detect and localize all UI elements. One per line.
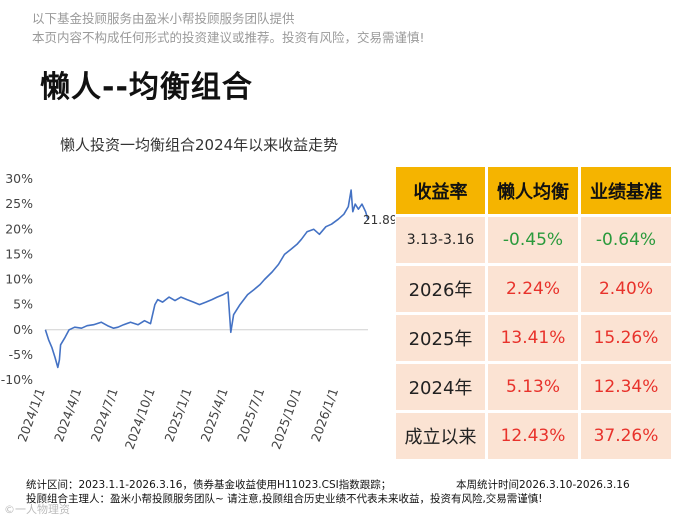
table-row: 2024年 5.13% 12.34% — [396, 364, 671, 410]
y-tick-label: 25% — [5, 196, 33, 211]
period-cell: 2024年 — [396, 364, 485, 410]
y-tick-label: 20% — [5, 221, 33, 236]
chart-title: 懒人投资一均衡组合2024年以来收益走势 — [60, 136, 339, 154]
footer-manager-note: 投顾组合主理人：盈米小帮投顾服务团队~ 请注意,投顾组合历史业绩不代表未来收益，… — [26, 493, 543, 505]
y-tick-label: 30% — [5, 171, 33, 186]
performance-table: 收益率 懒人均衡 业绩基准 3.13-3.16 -0.45% -0.64% 20… — [393, 164, 674, 462]
benchmark-return-cell: 2.40% — [581, 266, 671, 312]
table-row: 2025年 13.41% 15.26% — [396, 315, 671, 361]
table-row: 3.13-3.16 -0.45% -0.64% — [396, 217, 671, 263]
watermark: ©一人物理资 — [4, 503, 70, 516]
y-tick-label: 15% — [5, 246, 33, 261]
table-row: 2026年 2.24% 2.40% — [396, 266, 671, 312]
table-header-row: 收益率 懒人均衡 业绩基准 — [396, 167, 671, 214]
x-tick-label: 2026/1/1 — [308, 386, 341, 444]
y-tick-label: -10% — [1, 372, 33, 387]
x-tick-label: 2024/7/1 — [88, 386, 121, 444]
disclaimer-line-2: 本页内容不构成任何形式的投资建议或推荐。投资有风险，交易需谨慎! — [32, 30, 425, 45]
page-title: 懒人--均衡组合 — [40, 70, 253, 105]
lazy-return-cell: 12.43% — [488, 413, 578, 459]
y-tick-label: 10% — [5, 272, 33, 287]
lazy-return-cell: 13.41% — [488, 315, 578, 361]
benchmark-return-cell: 15.26% — [581, 315, 671, 361]
return-chart: 30% 25% 20% 15% 10% 5% 0% -5% -10%2024/1/1 2024/4… — [1, 171, 395, 451]
header-lazy-balanced: 懒人均衡 — [488, 167, 578, 214]
header-benchmark: 业绩基准 — [581, 167, 671, 214]
period-cell: 2025年 — [396, 315, 485, 361]
y-tick-label: -5% — [9, 347, 33, 362]
lazy-return-cell: -0.45% — [488, 217, 578, 263]
disclaimer-line-1: 以下基金投顾服务由盈米小帮投顾服务团队提供 — [32, 11, 295, 26]
x-tick-label: 2024/10/1 — [122, 386, 158, 451]
period-cell: 成立以来 — [396, 413, 485, 459]
x-tick-label: 2025/7/1 — [234, 386, 267, 444]
x-tick-label: 2025/10/1 — [268, 386, 304, 451]
benchmark-return-cell: -0.64% — [581, 217, 671, 263]
x-tick-label: 2024/1/1 — [15, 386, 48, 444]
header-return: 收益率 — [396, 167, 485, 214]
footer-week-range: 本周统计时间2026.3.10-2026.3.16 — [456, 479, 630, 491]
x-tick-label: 2024/4/1 — [51, 386, 84, 444]
footer-stat-range: 统计区间：2023.1.1-2026.3.16，债券基金收益使用H11023.C… — [26, 479, 392, 491]
period-cell: 2026年 — [396, 266, 485, 312]
y-tick-label: 0% — [13, 322, 33, 337]
x-tick-label: 2025/4/1 — [197, 386, 230, 444]
benchmark-return-cell: 37.26% — [581, 413, 671, 459]
lazy-return-cell: 5.13% — [488, 364, 578, 410]
lazy-return-cell: 2.24% — [488, 266, 578, 312]
x-tick-label: 2025/1/1 — [161, 386, 194, 444]
table-row: 成立以来 12.43% 37.26% — [396, 413, 671, 459]
period-cell: 3.13-3.16 — [396, 217, 485, 263]
series-line — [44, 189, 369, 369]
end-value-label: 21.89% — [363, 213, 395, 227]
benchmark-return-cell: 12.34% — [581, 364, 671, 410]
y-tick-label: 5% — [13, 297, 33, 312]
